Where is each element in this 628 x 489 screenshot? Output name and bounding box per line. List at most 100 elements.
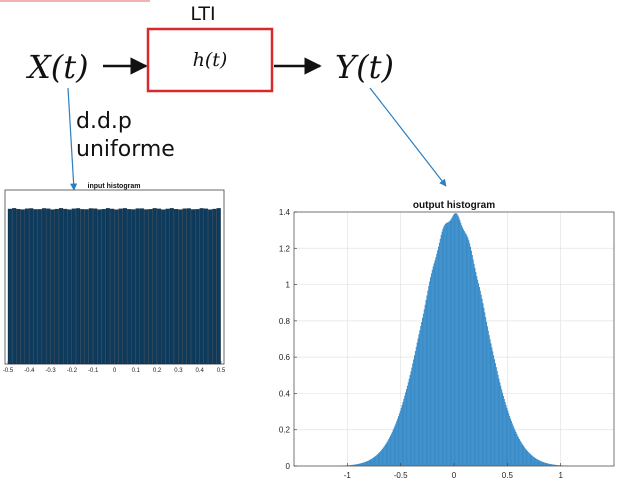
- input-histogram-chart: input histogram -0.5 -0.4 -0.3 -0.2 -0.1 0 0.1…: [3, 183, 226, 374]
- output-bar: [436, 253, 438, 466]
- output-bar: [353, 464, 355, 466]
- output-bar: [367, 460, 369, 466]
- output-bar: [425, 300, 427, 466]
- output-bar: [408, 378, 410, 466]
- output-bar: [493, 355, 495, 466]
- output-bar: [446, 222, 448, 466]
- output-bar: [482, 303, 484, 466]
- input-bar: [29, 208, 34, 365]
- output-bar: [527, 451, 529, 466]
- output-bar: [357, 464, 359, 466]
- output-bar: [451, 217, 453, 466]
- output-bar: [471, 255, 473, 466]
- output-bar: [371, 458, 373, 466]
- output-bar: [542, 462, 544, 466]
- output-bar: [389, 437, 391, 466]
- input-bar: [20, 209, 25, 365]
- input-bar: [161, 209, 166, 365]
- output-bar: [500, 385, 502, 466]
- output-bar: [446, 223, 448, 466]
- output-bar: [545, 462, 547, 466]
- output-bar: [394, 425, 396, 466]
- output-bar: [349, 465, 351, 466]
- output-bar: [485, 317, 487, 466]
- input-bar: [50, 209, 55, 365]
- output-bar: [403, 398, 405, 466]
- output-bar: [416, 342, 418, 466]
- output-bar: [438, 246, 440, 466]
- output-bar: [494, 359, 496, 466]
- output-bar: [430, 277, 432, 466]
- output-bar: [510, 418, 512, 466]
- output-bar: [434, 260, 436, 466]
- output-bar: [402, 401, 404, 466]
- output-bar: [514, 429, 516, 466]
- output-bar: [374, 456, 376, 466]
- input-bar: [110, 208, 115, 365]
- output-bar: [512, 425, 514, 466]
- output-bar: [552, 464, 554, 466]
- output-bar: [495, 367, 497, 466]
- output-bar: [355, 464, 357, 466]
- input-bar: [76, 208, 81, 365]
- output-bar: [490, 343, 492, 466]
- output-bar: [465, 234, 467, 466]
- output-bar: [420, 326, 422, 466]
- output-bar: [412, 363, 414, 466]
- output-x-tick-label: 0: [452, 471, 457, 480]
- output-bar: [529, 453, 531, 466]
- output-bar: [374, 456, 376, 466]
- input-signal-label: X(t): [25, 48, 89, 86]
- output-bar: [366, 461, 368, 466]
- output-y-tick-label: 1: [286, 281, 291, 290]
- output-signal-label: Y(t): [335, 48, 394, 86]
- output-bar: [517, 435, 519, 466]
- input-bar: [71, 208, 76, 365]
- output-bar: [372, 458, 374, 466]
- output-bar: [473, 263, 475, 466]
- output-y-tick-label: 0.6: [279, 353, 291, 362]
- output-bar: [478, 286, 480, 466]
- output-bar: [370, 459, 372, 466]
- input-bar: [148, 209, 153, 365]
- output-y-tick-label: 0.8: [279, 317, 291, 326]
- input-bar: [122, 208, 128, 365]
- output-bar: [379, 451, 381, 466]
- input-bar: [37, 209, 42, 365]
- output-bar: [431, 269, 433, 466]
- output-bar: [462, 229, 464, 466]
- input-bar: [88, 208, 93, 365]
- output-bar: [429, 281, 431, 466]
- output-x-tick-label: 0.5: [502, 471, 514, 480]
- input-bar: [12, 208, 17, 365]
- input-bar: [178, 209, 183, 365]
- output-bar: [519, 440, 521, 466]
- output-bar: [382, 447, 384, 466]
- output-bar: [414, 355, 416, 466]
- input-bar: [101, 209, 106, 365]
- input-bar: [84, 209, 89, 365]
- input-bar: [191, 209, 196, 365]
- output-bar: [410, 371, 412, 466]
- output-bar: [475, 272, 477, 466]
- output-ticks: -1 -0.5 0 0.5 1 0 0.2 0.4 0.6 0.8 1 1.2 1.4: [279, 208, 564, 480]
- output-bar: [526, 449, 528, 466]
- output-bar: [359, 463, 361, 466]
- output-bar: [469, 243, 471, 466]
- output-bar: [459, 220, 461, 466]
- output-bar: [391, 431, 393, 466]
- input-x-tick-label: 0.3: [174, 368, 183, 374]
- system-label: h(t): [193, 49, 228, 71]
- output-bar: [409, 375, 411, 466]
- output-bar: [525, 448, 527, 466]
- output-bar: [509, 416, 511, 466]
- output-bar: [406, 389, 408, 466]
- output-bar: [504, 402, 506, 466]
- output-bar: [377, 453, 379, 466]
- output-bar: [542, 461, 544, 466]
- output-bar: [476, 275, 478, 466]
- input-bar: [118, 208, 123, 365]
- output-bar: [437, 250, 439, 466]
- output-bar: [549, 463, 551, 466]
- output-bar: [535, 458, 537, 466]
